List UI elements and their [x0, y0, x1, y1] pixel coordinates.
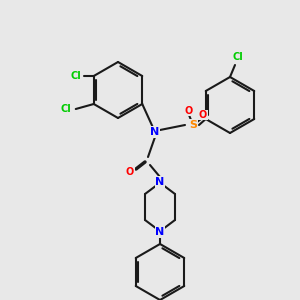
Text: N: N	[155, 177, 165, 187]
Text: N: N	[150, 127, 160, 137]
Text: N: N	[155, 227, 165, 237]
Text: Cl: Cl	[60, 104, 71, 114]
Text: O: O	[126, 167, 134, 177]
Text: S: S	[189, 120, 197, 130]
Text: O: O	[199, 110, 207, 120]
Text: Cl: Cl	[70, 71, 81, 81]
Text: O: O	[185, 106, 193, 116]
Text: Cl: Cl	[232, 52, 243, 62]
